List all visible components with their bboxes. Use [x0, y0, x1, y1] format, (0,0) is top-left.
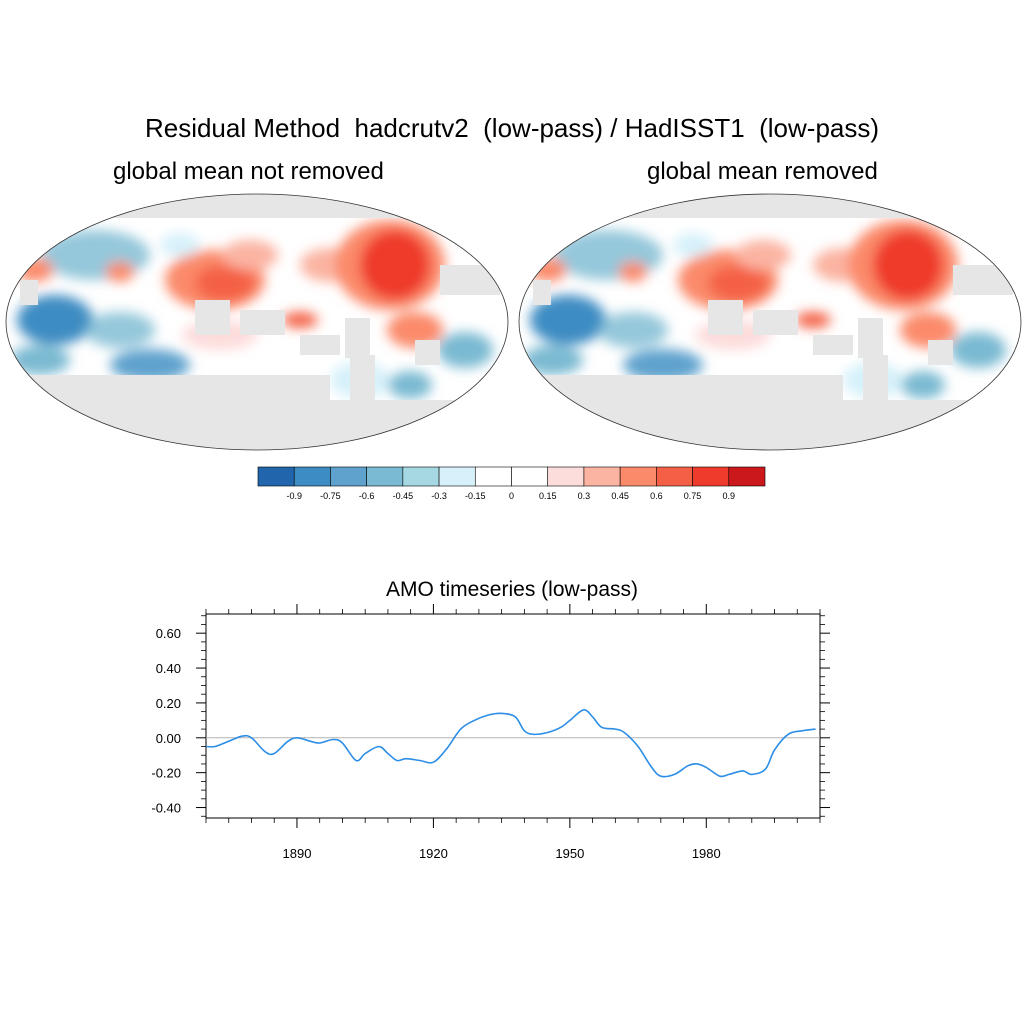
colorbar-label: 0 — [509, 491, 514, 501]
colorbar-swatch — [583, 466, 621, 487]
y-tick-label: 0.20 — [156, 696, 181, 711]
colorbar-swatch — [402, 466, 440, 487]
colorbar-swatch — [330, 466, 367, 487]
y-tick-label: 0.60 — [156, 626, 181, 641]
colorbar-label: -0.9 — [286, 491, 302, 501]
colorbar-label: -0.75 — [320, 491, 341, 501]
colorbar-swatch — [257, 466, 295, 487]
x-tick-label: 1950 — [555, 846, 584, 861]
panel-right-subtitle: global mean removed — [647, 158, 878, 185]
plot-frame — [205, 613, 821, 819]
map-left — [5, 193, 509, 451]
colorbar-label: 0.3 — [578, 491, 591, 501]
colorbar-swatch — [619, 466, 657, 487]
colorbar-label: 0.45 — [611, 491, 629, 501]
colorbar-swatch — [511, 466, 549, 487]
colorbar-label: 0.9 — [723, 491, 736, 501]
x-tick-label: 1980 — [692, 846, 721, 861]
colorbar-label: -0.6 — [359, 491, 375, 501]
amo-chart: AMO timeseries (low-pass) -0.40 -0.20 0.00… — [151, 578, 830, 861]
anomaly-field-left — [10, 220, 493, 399]
chart-title: AMO timeseries (low-pass) — [386, 578, 638, 601]
colorbar-swatch — [293, 466, 331, 487]
amo-series-line — [205, 709, 816, 778]
colorbar-label: 0.75 — [684, 491, 702, 501]
colorbar-swatch — [474, 466, 512, 487]
colorbar-swatch — [692, 466, 730, 487]
colorbar-swatch — [728, 466, 766, 487]
colorbar-swatch — [366, 466, 404, 487]
colorbar-label: -0.45 — [393, 491, 414, 501]
colorbar-label: -0.15 — [465, 491, 486, 501]
colorbar-swatch — [547, 466, 585, 487]
colorbar-label: 0.6 — [650, 491, 663, 501]
colorbar: -0.9 -0.75 -0.6 -0.45 -0.3 -0.15 0 0.15 0.3 0.45 0… — [257, 466, 766, 501]
y-tick-label: -0.20 — [151, 766, 181, 781]
y-tick-label: 0.40 — [156, 661, 181, 676]
colorbar-swatch — [438, 466, 476, 487]
map-right — [518, 193, 1022, 451]
y-tick-label: -0.40 — [151, 801, 181, 816]
panel-left-subtitle: global mean not removed — [113, 158, 384, 185]
colorbar-swatch — [656, 466, 693, 487]
colorbar-label: 0.15 — [539, 491, 557, 501]
figure-title: Residual Method hadcrutv2 (low-pass) / H… — [144, 113, 880, 143]
minor-ticks — [201, 609, 825, 823]
x-tick-label: 1890 — [283, 846, 312, 861]
colorbar-label: -0.3 — [431, 491, 447, 501]
x-tick-label: 1920 — [419, 846, 448, 861]
y-tick-label: 0.00 — [156, 731, 181, 746]
